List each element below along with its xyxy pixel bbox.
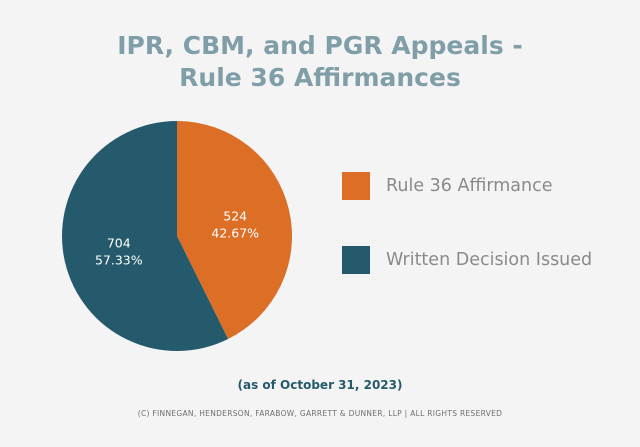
- legend-label-rule-36: Rule 36 Affirmance: [386, 176, 553, 196]
- legend-swatch-rule-36: [342, 172, 370, 200]
- pie-slice-rule-36: [177, 121, 292, 340]
- pie-label-percent-rule-36: 42.67%: [211, 225, 259, 240]
- legend-label-written-decision: Written Decision Issued: [386, 250, 593, 270]
- legend-swatch-written-decision: [342, 246, 370, 274]
- pie-label-percent-written-decision: 57.33%: [95, 253, 143, 268]
- chart-title: IPR, CBM, and PGR Appeals - Rule 36 Affi…: [0, 30, 640, 94]
- pie-label-value-rule-36: 524: [223, 208, 247, 223]
- chart-title-line-2: Rule 36 Affirmances: [179, 63, 461, 92]
- copyright-footer: (C) FINNEGAN, HENDERSON, FARABOW, GARRET…: [137, 409, 503, 418]
- legend-item-rule-36: Rule 36 Affirmance: [342, 170, 592, 202]
- as-of-date: (as of October 31, 2023): [237, 378, 403, 392]
- legend-item-written-decision: Written Decision Issued: [342, 244, 592, 276]
- pie-label-value-written-decision: 704: [107, 236, 131, 251]
- chart-title-line-1: IPR, CBM, and PGR Appeals -: [117, 31, 523, 60]
- legend: Rule 36 Affirmance Written Decision Issu…: [342, 170, 592, 318]
- pie-slice-written-decision: [61, 121, 229, 351]
